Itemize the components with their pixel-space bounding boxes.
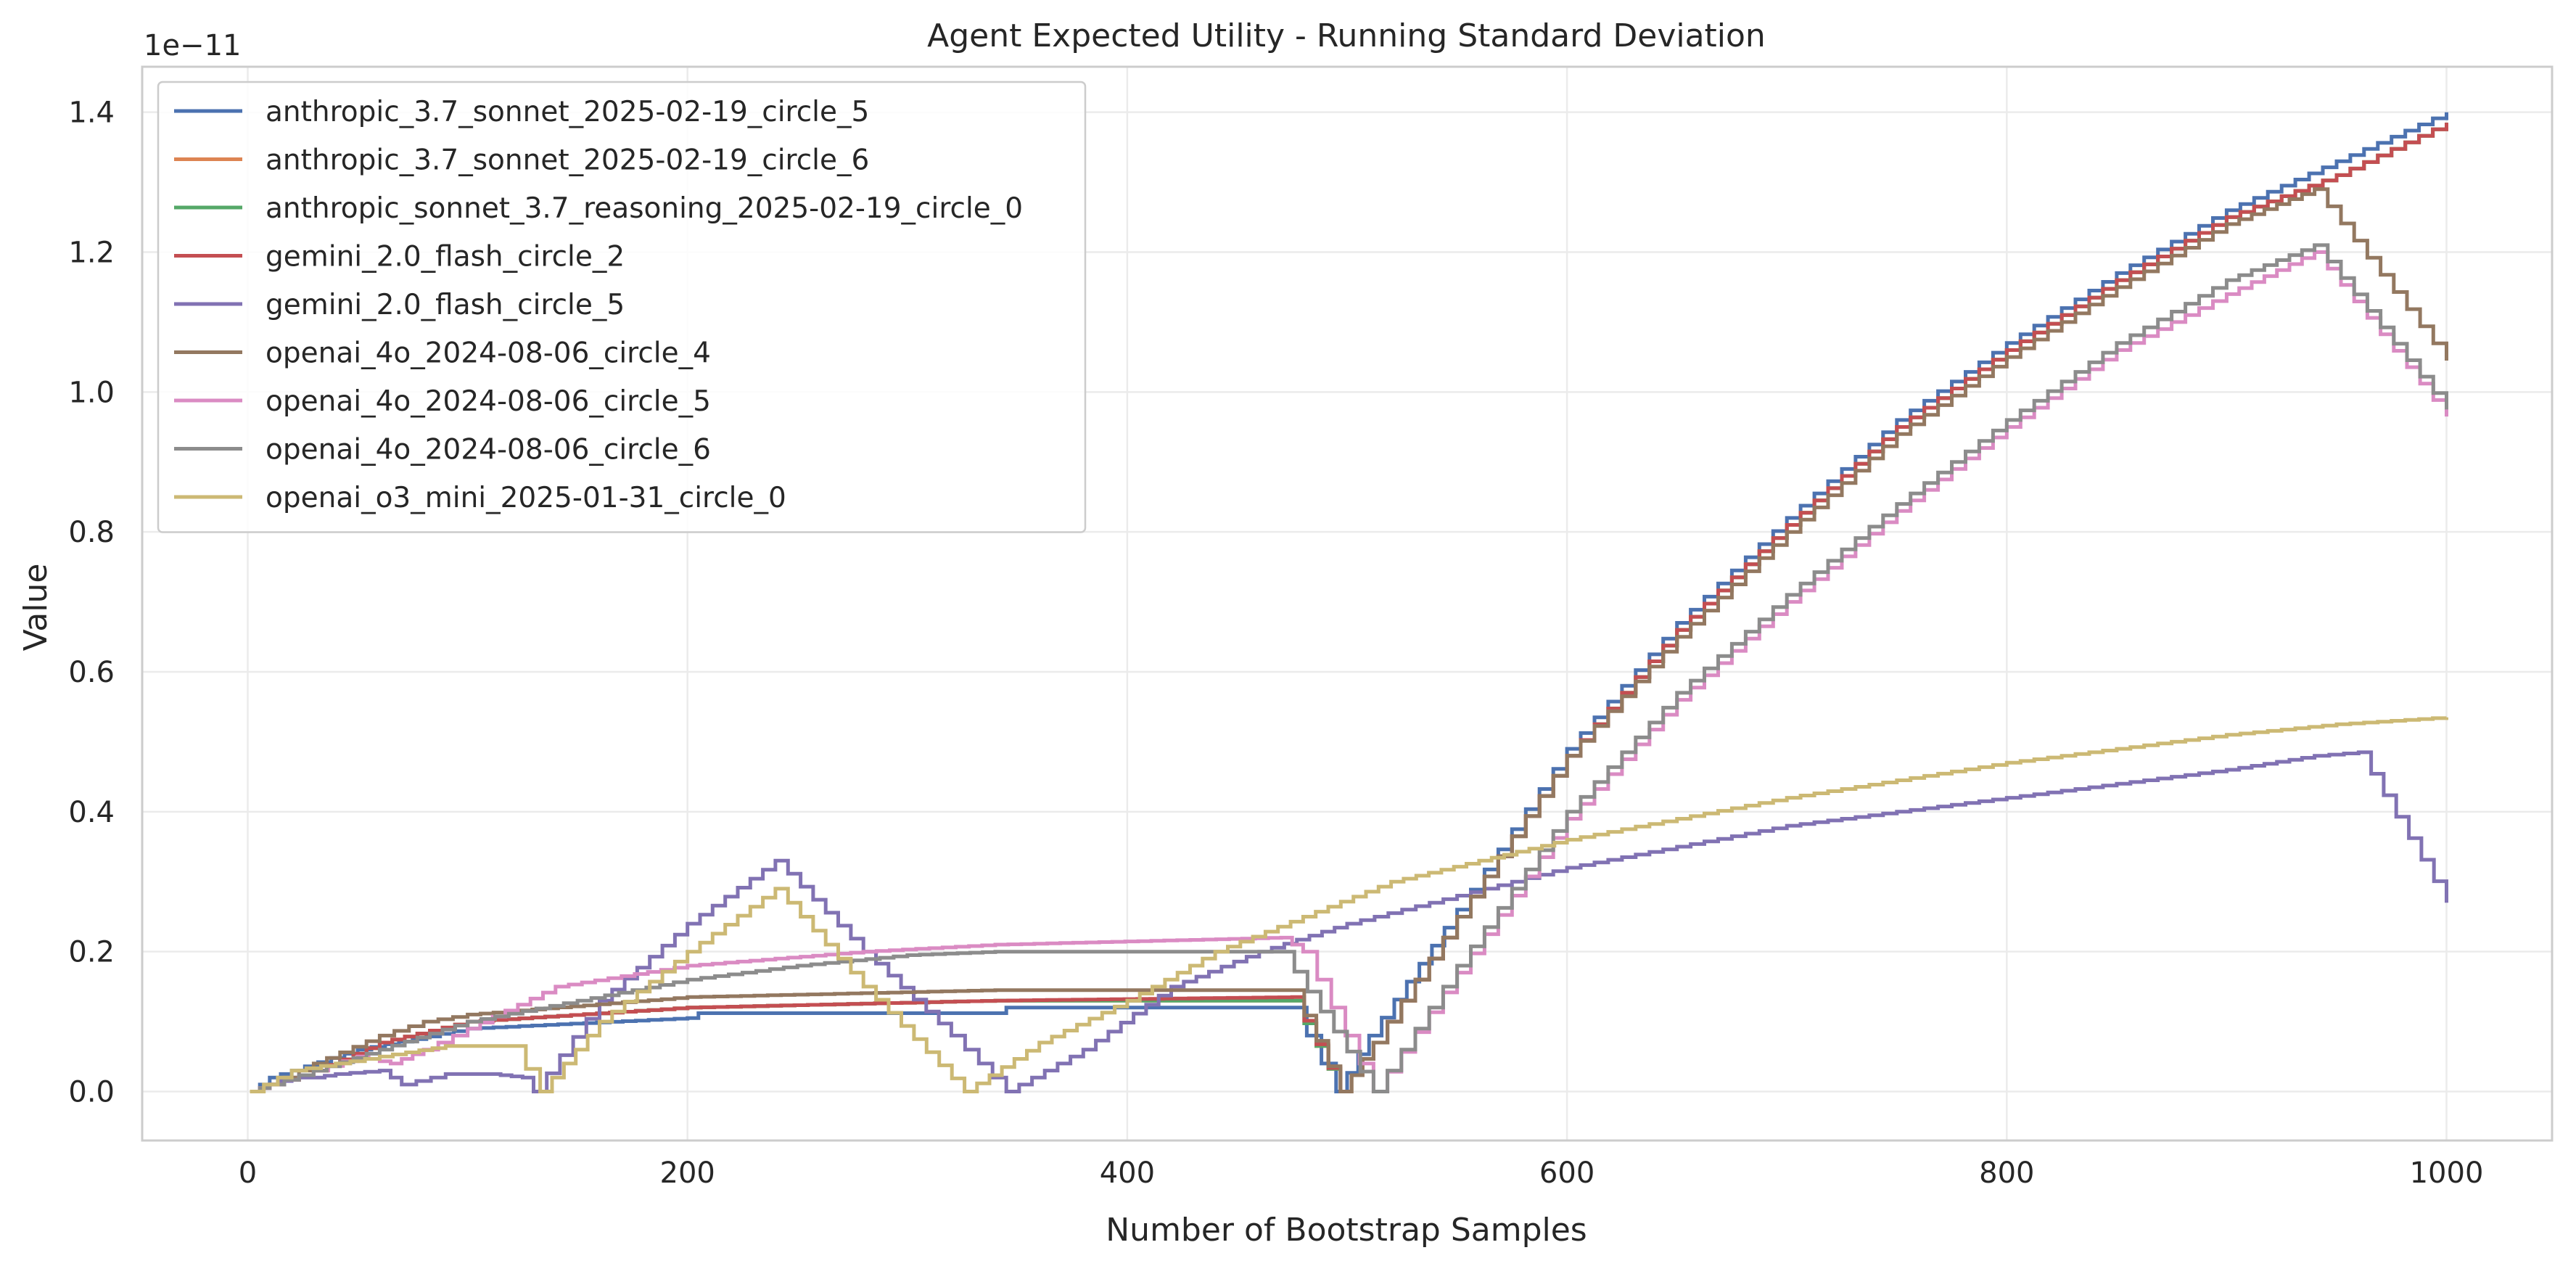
x-axis-label: Number of Bootstrap Samples bbox=[1106, 1212, 1587, 1249]
y-tick-label: 0.2 bbox=[68, 936, 115, 969]
legend-label: gemini_2.0_flash_circle_5 bbox=[266, 289, 625, 321]
series-line bbox=[250, 750, 2448, 1093]
series-line bbox=[250, 187, 2448, 1093]
series-line bbox=[250, 112, 2448, 1093]
y-axis-label: Value bbox=[17, 564, 54, 652]
y-tick-label: 0.4 bbox=[68, 796, 115, 829]
legend-label: openai_4o_2024-08-06_circle_4 bbox=[266, 337, 711, 370]
legend-label: openai_4o_2024-08-06_circle_5 bbox=[266, 385, 711, 418]
legend: anthropic_3.7_sonnet_2025-02-19_circle_5… bbox=[157, 81, 1087, 533]
y-tick-label: 0.0 bbox=[68, 1076, 115, 1109]
chart-title: Agent Expected Utility - Running Standar… bbox=[927, 17, 1766, 54]
x-tick-label: 200 bbox=[660, 1156, 715, 1190]
legend-label: anthropic_sonnet_3.7_reasoning_2025-02-1… bbox=[266, 192, 1023, 225]
x-tick-label: 400 bbox=[1100, 1156, 1155, 1190]
legend-label: anthropic_3.7_sonnet_2025-02-19_circle_6 bbox=[266, 144, 869, 177]
legend-label: anthropic_3.7_sonnet_2025-02-19_circle_5 bbox=[266, 96, 869, 128]
x-tick-label: 800 bbox=[1979, 1156, 2034, 1190]
y-tick-label: 1.2 bbox=[68, 237, 115, 270]
legend-box bbox=[157, 81, 1087, 533]
y-tick-label: 1.4 bbox=[68, 96, 115, 130]
y-tick-label: 0.8 bbox=[68, 516, 115, 549]
grid bbox=[142, 67, 2552, 1141]
x-tick-label: 600 bbox=[1539, 1156, 1594, 1190]
series-line bbox=[250, 243, 2448, 1093]
x-tick-label: 1000 bbox=[2410, 1156, 2484, 1190]
series-line bbox=[250, 716, 2448, 1093]
x-tick-label: 0 bbox=[239, 1156, 257, 1190]
legend-label: openai_o3_mini_2025-01-31_circle_0 bbox=[266, 482, 786, 514]
series-line bbox=[250, 250, 2448, 1093]
legend-label: gemini_2.0_flash_circle_2 bbox=[266, 241, 625, 274]
y-tick-label: 1.0 bbox=[68, 376, 115, 409]
tick-labels: 0 200 400 600 800 1000 0.0 0.2 0.4 0.6 0.8 1.0 1.2 1.… bbox=[68, 96, 2483, 1190]
y-tick-label: 0.6 bbox=[68, 656, 115, 689]
legend-label: openai_4o_2024-08-06_circle_6 bbox=[266, 434, 711, 467]
plot-frame bbox=[141, 65, 2554, 1142]
y-offset-label: 1e−11 bbox=[144, 29, 241, 62]
series-lines bbox=[250, 112, 2448, 1093]
